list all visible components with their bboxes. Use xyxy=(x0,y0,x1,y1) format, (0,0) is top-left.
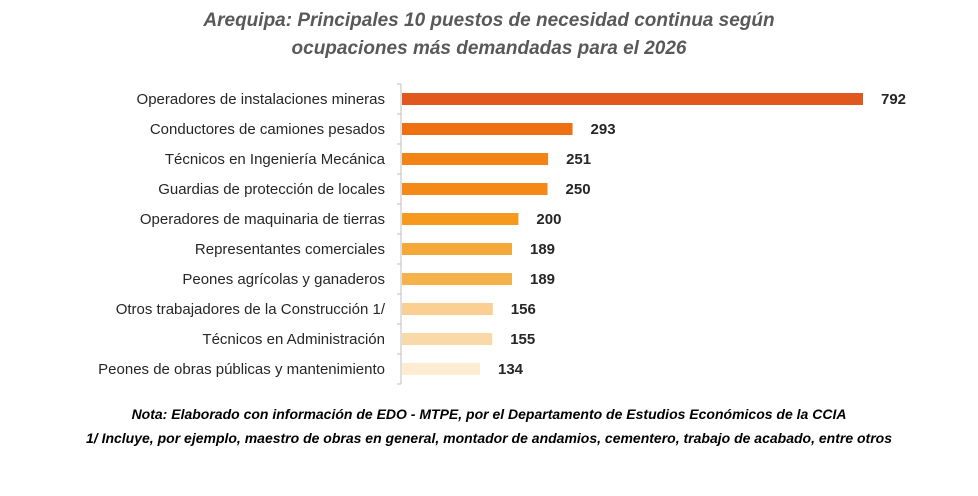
category-label: Operadores de instalaciones mineras xyxy=(137,91,385,108)
category-label: Representantes comerciales xyxy=(195,241,385,258)
category-label: Peones de obras públicas y mantenimiento xyxy=(98,361,385,378)
bar xyxy=(402,123,573,135)
bar xyxy=(402,213,519,225)
category-label: Otros trabajadores de la Construcción 1/ xyxy=(116,301,386,318)
data-label: 251 xyxy=(566,151,591,168)
bar xyxy=(402,243,513,255)
data-label: 250 xyxy=(566,181,591,198)
data-label: 134 xyxy=(498,361,524,378)
bar xyxy=(402,183,548,195)
footnote: 1/ Incluye, por ejemplo, maestro de obra… xyxy=(86,430,892,446)
chart-title-line-1: Arequipa: Principales 10 puestos de nece… xyxy=(203,10,775,31)
chart-title-line-2: ocupaciones más demandadas para el 2026 xyxy=(291,38,687,59)
category-label: Técnicos en Administración xyxy=(202,331,385,348)
bar xyxy=(402,273,513,285)
bar xyxy=(402,303,493,315)
data-label: 189 xyxy=(530,241,555,258)
bar xyxy=(402,93,863,105)
bar-chart: Operadores de instalaciones mineras 792 Co… xyxy=(98,83,906,385)
data-label: 155 xyxy=(510,331,535,348)
source-note: Nota: Elaborado con información de EDO -… xyxy=(131,406,847,422)
category-label: Guardias de protección de locales xyxy=(158,181,385,198)
category-label: Peones agrícolas y ganaderos xyxy=(182,271,385,288)
category-label: Operadores de maquinaria de tierras xyxy=(140,211,385,228)
category-label: Técnicos en Ingeniería Mecánica xyxy=(165,151,386,168)
data-label: 189 xyxy=(530,271,555,288)
bar xyxy=(402,363,480,375)
bar xyxy=(402,153,549,165)
data-label: 293 xyxy=(591,121,616,138)
data-label: 200 xyxy=(536,211,561,228)
bar xyxy=(402,333,493,345)
data-label: 156 xyxy=(511,301,536,318)
data-label: 792 xyxy=(881,91,906,108)
category-label: Conductores de camiones pesados xyxy=(150,121,385,138)
